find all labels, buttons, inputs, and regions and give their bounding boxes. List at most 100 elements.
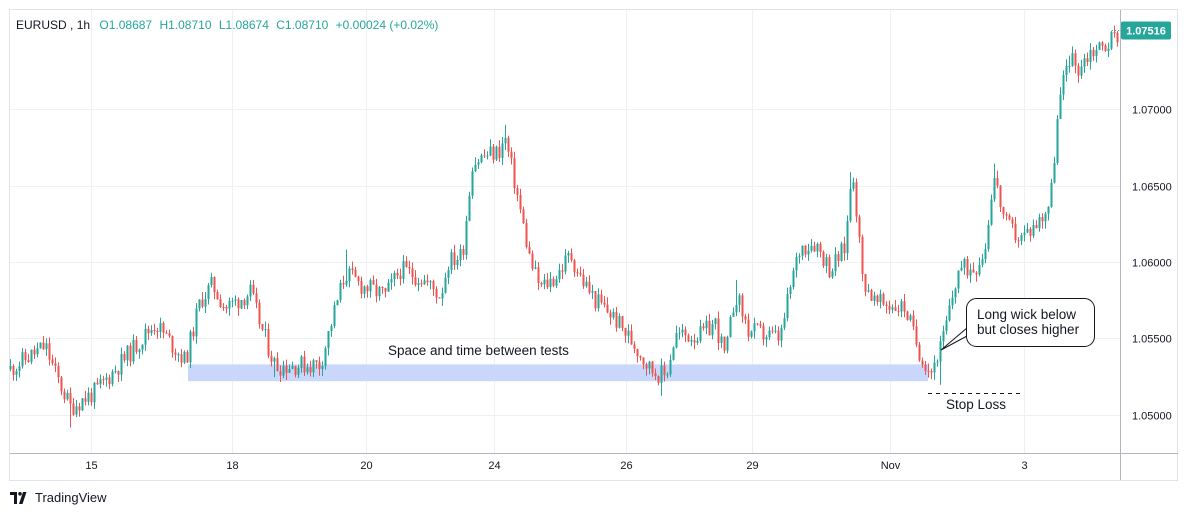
candle-body xyxy=(738,295,741,305)
candle-body xyxy=(1047,206,1050,214)
candle-body xyxy=(507,137,510,152)
candle-body xyxy=(840,243,843,261)
candle-body xyxy=(828,257,831,278)
candle-body xyxy=(573,260,576,273)
candle-body xyxy=(60,377,63,392)
candle-body xyxy=(516,188,519,195)
candle-body xyxy=(978,264,981,275)
candle-body xyxy=(132,339,135,362)
candle-body xyxy=(1056,118,1059,163)
candle-body xyxy=(219,299,222,307)
candle-body xyxy=(786,294,789,319)
candle-body xyxy=(459,249,462,261)
candle-body xyxy=(1095,49,1098,57)
candle-body xyxy=(39,342,42,349)
candle-body xyxy=(336,300,339,306)
candle-body xyxy=(141,344,144,350)
candle-body xyxy=(1101,42,1104,46)
candle-body xyxy=(681,329,684,333)
candle-body xyxy=(495,146,498,160)
candle-body xyxy=(633,344,636,349)
candle-body xyxy=(405,261,408,267)
candle-body xyxy=(48,343,51,360)
candle-body xyxy=(171,335,174,353)
candle-body xyxy=(306,367,309,373)
candle-body xyxy=(984,249,987,260)
x-tick-label: 29 xyxy=(746,460,758,472)
candle-body xyxy=(921,360,924,365)
candle-body xyxy=(93,382,96,403)
candle-body xyxy=(672,347,675,360)
candle-body xyxy=(276,358,279,372)
y-tick-label: 1.05000 xyxy=(1132,411,1172,423)
candle-body xyxy=(711,324,714,336)
candle-body xyxy=(750,331,753,337)
candle-body xyxy=(438,297,441,299)
y-tick-label: 1.05500 xyxy=(1132,334,1172,346)
candle-body xyxy=(234,299,237,301)
candle-body xyxy=(366,286,369,292)
candle-body xyxy=(1104,45,1107,51)
candle-body xyxy=(912,315,915,327)
candle-body xyxy=(906,311,909,320)
legend-symbol: EURUSD xyxy=(16,18,67,32)
candle-body xyxy=(609,312,612,318)
candle-body xyxy=(693,340,696,343)
candle-body xyxy=(873,295,876,301)
candle-body xyxy=(135,339,138,352)
candle-body xyxy=(627,330,630,336)
legend-change: +0.00024 (+0.02%) xyxy=(336,18,439,32)
candle-body xyxy=(615,311,618,328)
candle-body xyxy=(510,151,513,159)
candle-body xyxy=(270,355,273,362)
candle-body xyxy=(981,259,984,265)
candle-body xyxy=(51,359,54,364)
candle-body xyxy=(102,379,105,381)
candle-body xyxy=(78,406,81,411)
candle-body xyxy=(126,345,129,361)
candle-body xyxy=(264,329,267,331)
candle-body xyxy=(558,270,561,280)
candle-body xyxy=(36,348,39,355)
candle-body xyxy=(888,305,891,310)
candle-body xyxy=(207,285,210,299)
candle-body xyxy=(1011,219,1014,224)
candle-body xyxy=(819,243,822,253)
candle-body xyxy=(678,332,681,334)
candle-body xyxy=(333,305,336,327)
candle-body xyxy=(630,330,633,345)
candle-body xyxy=(384,288,387,292)
candle-body xyxy=(822,252,825,266)
candle-body xyxy=(972,269,975,273)
candle-body xyxy=(669,359,672,375)
candle-body xyxy=(954,288,957,298)
candle-body xyxy=(159,322,162,333)
candle-body xyxy=(549,278,552,288)
candle-body xyxy=(636,348,639,357)
candle-body xyxy=(108,377,111,385)
candle-body xyxy=(1053,162,1056,183)
candle-body xyxy=(414,277,417,285)
tradingview-watermark[interactable]: TradingView xyxy=(10,490,107,505)
candle-body xyxy=(237,299,240,309)
candle-body xyxy=(546,279,549,288)
candle-body xyxy=(360,281,363,294)
legend-low: L1.08674 xyxy=(219,18,269,32)
candle-body xyxy=(849,188,852,221)
candle-body xyxy=(378,286,381,297)
candle-body xyxy=(918,344,921,361)
candle-body xyxy=(771,330,774,332)
candle-body xyxy=(891,307,894,310)
candle-body xyxy=(747,319,750,337)
candle-body xyxy=(789,287,792,295)
candle-body xyxy=(675,333,678,348)
candle-body xyxy=(1020,235,1023,241)
candle-body xyxy=(186,351,189,363)
candle-body xyxy=(1098,42,1101,50)
candle-body xyxy=(198,299,201,309)
candle-body xyxy=(15,371,18,375)
candle-body xyxy=(204,298,207,307)
candle-body xyxy=(66,392,69,400)
